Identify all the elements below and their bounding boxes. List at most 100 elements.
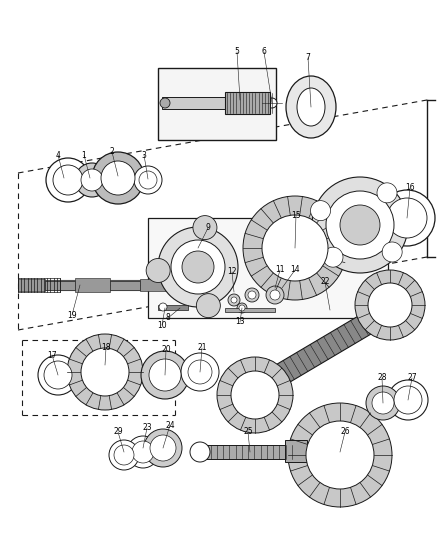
Circle shape (141, 351, 189, 399)
Text: 5: 5 (235, 47, 240, 56)
Circle shape (372, 392, 394, 414)
Circle shape (196, 294, 220, 318)
Text: 23: 23 (142, 424, 152, 432)
Text: 8: 8 (166, 313, 170, 322)
Circle shape (53, 165, 83, 195)
Text: 1: 1 (81, 150, 86, 159)
Bar (162, 97, 240, 109)
Circle shape (101, 161, 135, 195)
Circle shape (46, 158, 90, 202)
Circle shape (266, 286, 284, 304)
Circle shape (188, 360, 212, 384)
Bar (110, 281, 140, 290)
Bar (18, 278, 60, 292)
Text: 7: 7 (306, 53, 311, 62)
Polygon shape (249, 301, 396, 399)
Circle shape (377, 183, 397, 203)
Bar (45, 281, 75, 290)
Text: 11: 11 (275, 265, 285, 274)
Circle shape (67, 334, 143, 410)
Circle shape (160, 98, 170, 108)
Circle shape (237, 303, 247, 313)
Circle shape (181, 353, 219, 391)
Text: 4: 4 (56, 150, 60, 159)
Circle shape (366, 386, 400, 420)
Bar (158, 305, 188, 310)
Circle shape (81, 348, 129, 396)
Text: 13: 13 (235, 318, 245, 327)
Circle shape (182, 251, 214, 283)
Circle shape (245, 288, 259, 302)
Circle shape (150, 435, 176, 461)
Circle shape (270, 290, 280, 300)
Circle shape (92, 152, 144, 204)
Text: 19: 19 (67, 311, 77, 319)
Circle shape (239, 305, 245, 311)
Circle shape (340, 205, 380, 245)
Text: 16: 16 (405, 183, 415, 192)
Bar (140, 279, 170, 291)
Ellipse shape (286, 76, 336, 138)
Circle shape (149, 359, 181, 391)
Text: 28: 28 (377, 374, 387, 383)
Circle shape (144, 429, 182, 467)
Circle shape (288, 403, 392, 507)
Circle shape (355, 270, 425, 340)
Bar (195, 445, 295, 459)
Circle shape (387, 198, 427, 238)
Circle shape (81, 169, 103, 191)
Text: 25: 25 (243, 427, 253, 437)
Circle shape (312, 177, 408, 273)
Circle shape (193, 216, 217, 240)
Circle shape (306, 421, 374, 489)
Circle shape (267, 98, 277, 108)
Circle shape (231, 297, 237, 303)
Bar (170, 281, 200, 290)
Circle shape (231, 371, 279, 419)
Text: 12: 12 (227, 268, 237, 277)
Text: 18: 18 (101, 343, 111, 352)
Bar (18, 279, 45, 291)
Circle shape (228, 294, 240, 306)
Circle shape (243, 196, 347, 300)
Text: 14: 14 (290, 265, 300, 274)
Text: 22: 22 (320, 278, 330, 287)
Circle shape (132, 441, 154, 463)
Circle shape (109, 440, 139, 470)
Circle shape (114, 445, 134, 465)
Text: 9: 9 (205, 223, 210, 232)
Circle shape (158, 227, 238, 307)
Circle shape (248, 291, 256, 299)
Circle shape (388, 380, 428, 420)
Text: 15: 15 (291, 211, 301, 220)
Text: 26: 26 (340, 427, 350, 437)
Ellipse shape (297, 88, 325, 126)
Text: 6: 6 (261, 47, 266, 56)
Circle shape (326, 191, 394, 259)
Text: 29: 29 (113, 427, 123, 437)
Bar (285, 440, 307, 462)
Text: 10: 10 (157, 320, 167, 329)
Circle shape (323, 247, 343, 267)
Circle shape (146, 259, 170, 282)
Circle shape (262, 215, 328, 281)
Circle shape (127, 436, 159, 468)
Circle shape (379, 190, 435, 246)
Circle shape (394, 386, 422, 414)
Bar (75, 278, 110, 292)
Bar (225, 92, 270, 114)
Circle shape (190, 442, 210, 462)
Circle shape (382, 242, 402, 262)
Text: 20: 20 (161, 345, 171, 354)
Circle shape (171, 240, 225, 294)
Circle shape (134, 166, 162, 194)
Circle shape (44, 361, 72, 389)
Circle shape (159, 303, 167, 311)
Circle shape (217, 357, 293, 433)
Bar (225, 308, 275, 312)
Circle shape (139, 171, 157, 189)
Circle shape (311, 200, 331, 221)
Text: 2: 2 (110, 148, 114, 157)
Text: 24: 24 (165, 421, 175, 430)
Bar (148, 218, 388, 318)
